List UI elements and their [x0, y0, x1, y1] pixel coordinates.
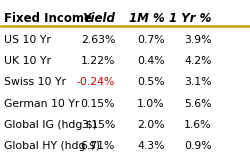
- Text: Yield: Yield: [82, 12, 115, 25]
- Text: 0.5%: 0.5%: [137, 77, 164, 87]
- Text: 1.22%: 1.22%: [81, 56, 115, 66]
- Text: 3.15%: 3.15%: [81, 120, 115, 130]
- Text: UK 10 Yr: UK 10 Yr: [4, 56, 51, 66]
- Text: 4.3%: 4.3%: [137, 141, 164, 151]
- Text: -0.24%: -0.24%: [77, 77, 115, 87]
- Text: US 10 Yr: US 10 Yr: [4, 35, 51, 45]
- Text: 2.63%: 2.63%: [81, 35, 115, 45]
- Text: 0.15%: 0.15%: [80, 99, 115, 109]
- Text: 1.0%: 1.0%: [137, 99, 164, 109]
- Text: 0.9%: 0.9%: [184, 141, 212, 151]
- Text: Fixed Income: Fixed Income: [4, 12, 92, 25]
- Text: 4.2%: 4.2%: [184, 56, 212, 66]
- Text: 0.4%: 0.4%: [137, 56, 164, 66]
- Text: 1.6%: 1.6%: [184, 120, 212, 130]
- Text: 6.71%: 6.71%: [81, 141, 115, 151]
- Text: Global IG (hdg $): Global IG (hdg $): [4, 120, 97, 130]
- Text: 0.7%: 0.7%: [137, 35, 164, 45]
- Text: 3.1%: 3.1%: [184, 77, 212, 87]
- Text: 1 Yr %: 1 Yr %: [169, 12, 211, 25]
- Text: 5.6%: 5.6%: [184, 99, 212, 109]
- Text: 3.9%: 3.9%: [184, 35, 212, 45]
- Text: Swiss 10 Yr: Swiss 10 Yr: [4, 77, 66, 87]
- Text: German 10 Yr: German 10 Yr: [4, 99, 79, 109]
- Text: 1M %: 1M %: [129, 12, 164, 25]
- Text: Global HY (hdg $): Global HY (hdg $): [4, 141, 100, 151]
- Text: 2.0%: 2.0%: [137, 120, 164, 130]
